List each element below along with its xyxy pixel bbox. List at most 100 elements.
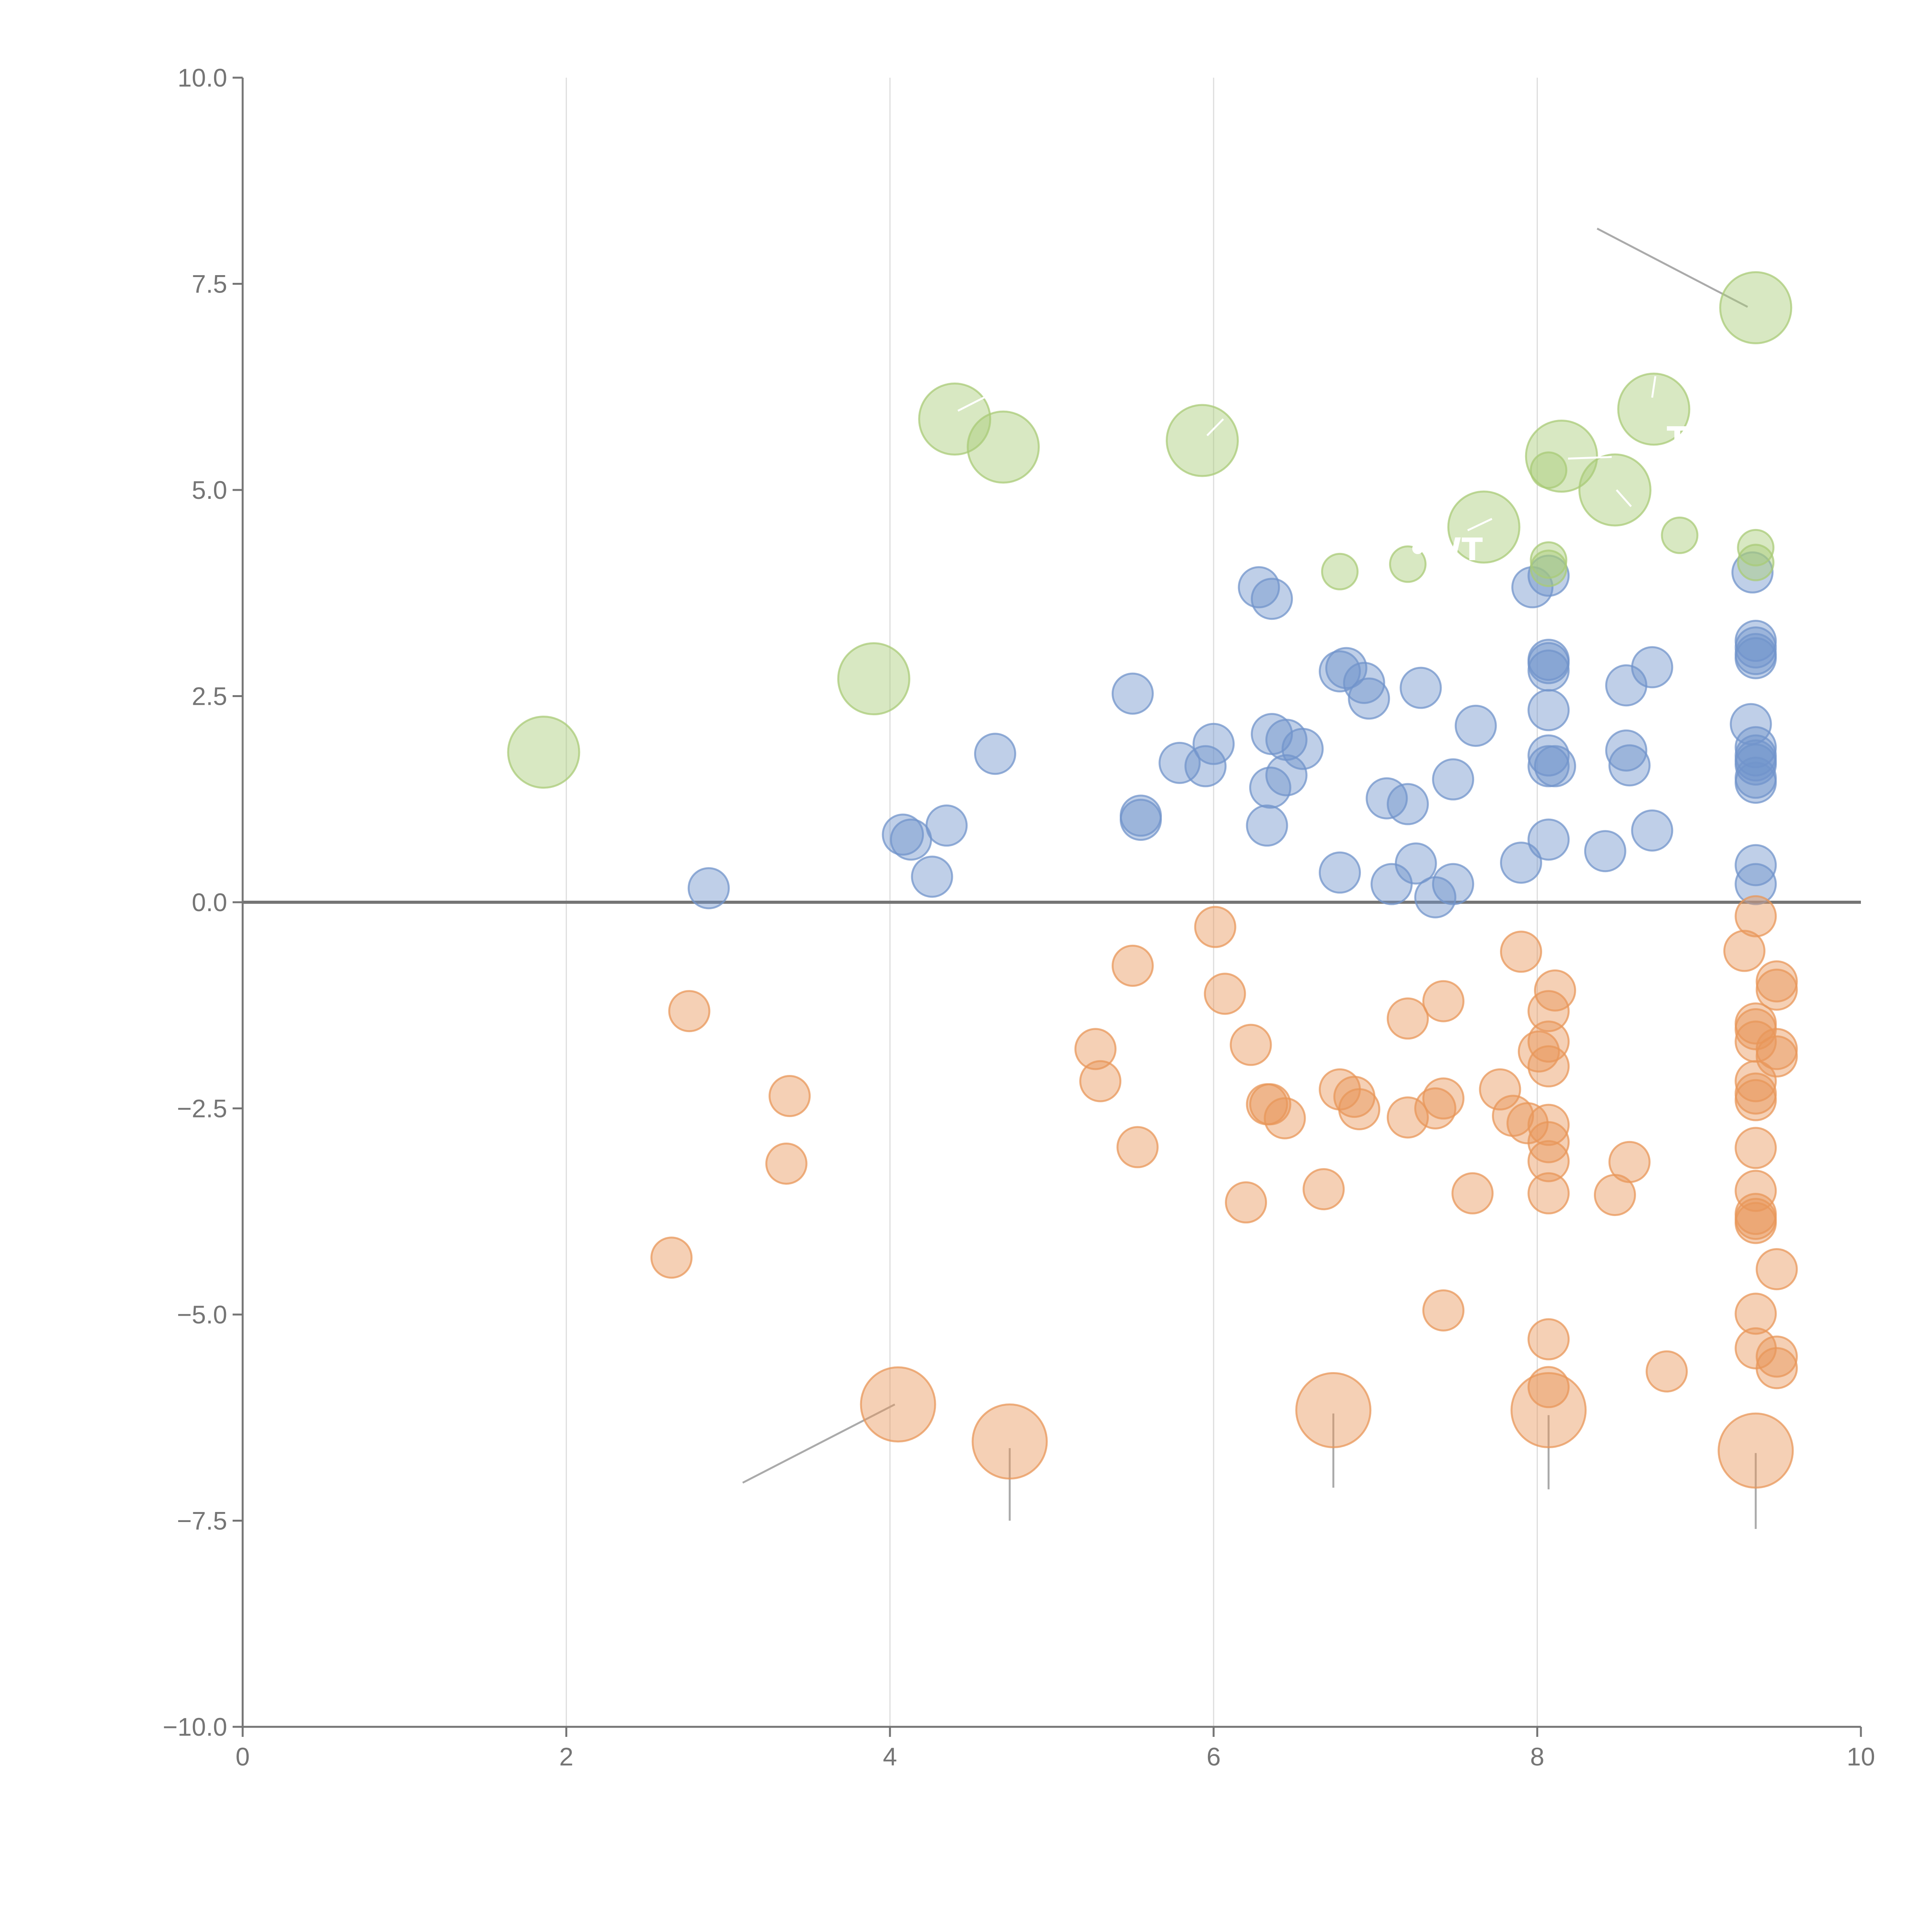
bubble-green [1530,541,1568,579]
bubble-orange-large [860,1366,936,1443]
bubble-green-large [507,716,580,789]
bubble-blue [1735,743,1777,786]
bubble-green-large [1719,271,1793,344]
bubble-orange [1755,968,1798,1011]
bubble-blue [1265,754,1308,796]
bubble-blue [1432,758,1475,801]
bubble-blue [1395,842,1437,885]
axes: 10.0 7.5 5.0 2.5 0.0 −2.5 −5.0 −7.5 −10.0 0 2 4 6 8 10 [163,63,1875,1771]
bubble-blue [1527,689,1570,731]
bubble-blue [1348,677,1390,720]
bubble-blue [1584,830,1626,872]
bubble-blue [1527,649,1570,692]
bubble-blue [911,855,953,898]
bubble-green [1389,545,1427,583]
label-leader-line [1651,376,1656,398]
bubble-orange [1645,1350,1688,1393]
label-leader-line [1467,518,1493,531]
y-tick-label: −5.0 [177,1300,227,1329]
bubble-orange [1479,1068,1521,1111]
bubble-green [1737,529,1775,566]
bubble-orange [1225,1181,1267,1224]
bubble-orange [1422,980,1464,1022]
bubble-orange [1755,1335,1798,1378]
bubble-orange [1116,1126,1159,1168]
bubble-blue [974,733,1016,775]
bubble-blue [1731,551,1774,594]
bubble-orange [668,990,711,1032]
bubble-blue [1238,566,1280,609]
bubble-blue [1527,818,1570,861]
bubble-green [1661,516,1699,554]
leader-line [742,1403,895,1484]
bubble-orange [1422,1289,1464,1332]
bubble-orange [769,1075,811,1117]
bubble-orange [1735,1293,1777,1335]
bubble-orange [1527,1020,1570,1063]
bubble-orange [1204,973,1246,1015]
y-tick-label: −2.5 [177,1094,227,1123]
bubble-green [1530,451,1568,489]
bubble-orange [1230,1024,1272,1066]
bubble-blue [687,867,730,910]
bubble-blue [1735,637,1777,679]
bubble-orange [1735,1060,1777,1102]
bubble-blue [1119,799,1162,841]
label-leader-line [1568,456,1612,460]
bubble-blue [1192,723,1235,765]
bubble-blue [1608,744,1651,787]
bubble-blue [1534,745,1576,787]
bubble-orange-large [1510,1372,1587,1449]
bubble-orange [1735,895,1777,937]
bubble-orange [1303,1168,1345,1211]
y-tick-label: 5.0 [192,476,227,504]
bubble-orange [1735,1127,1777,1169]
bubble-green-large [1617,372,1690,446]
bubble-blue [1735,844,1777,886]
x-tick-label: 0 [236,1742,250,1771]
bubble-blue [1386,783,1429,825]
bubble-orange [1194,906,1236,948]
bubble-green-large [966,410,1040,484]
bubble-orange [1500,930,1543,973]
bubble-orange [650,1236,693,1279]
bubble-blue [1325,647,1367,689]
leader-lines [742,228,1757,1529]
bubble-blue [1281,728,1324,770]
bubble-orange [1608,1141,1651,1183]
bubble-orange [1723,930,1765,972]
bubble-blue [1454,704,1497,747]
bubble-orange [1111,944,1154,987]
bubble-orange [1386,997,1429,1040]
bubble-green [1530,549,1568,587]
bubble-blue [1318,650,1361,692]
label-leader-line [1206,418,1224,436]
bubble-green [1321,553,1359,590]
bubble-blue [1605,729,1648,772]
y-tick-label: 2.5 [192,682,227,711]
bubble-green-large [1578,453,1651,527]
bubble-orange-large [971,1403,1048,1480]
x-tick-label: 2 [559,1742,573,1771]
bubble-orange [1506,1102,1549,1145]
bubble-orange [1735,1202,1777,1244]
x-tick-label: 8 [1530,1742,1544,1771]
y-tick-label: 0.0 [192,888,227,917]
y-tick-label: 7.5 [192,270,227,298]
bubble-blue [890,818,932,861]
bubble-orange [1527,1045,1570,1088]
bubble-orange [1755,1347,1798,1389]
bubbles [507,271,1798,1489]
bubble-orange [1527,1104,1570,1146]
bubble-blue [1631,809,1673,852]
bubble-orange [1386,1096,1429,1139]
bubble-blue [1414,876,1457,918]
bubble-orange [1074,1028,1117,1070]
bubble-green-large [1525,420,1598,493]
x-tick-label: 4 [883,1742,897,1771]
bubble-blue [1631,646,1673,689]
bubble-green-large [837,642,910,716]
bubble-orange [765,1142,808,1185]
bubble-blue [1500,842,1543,884]
